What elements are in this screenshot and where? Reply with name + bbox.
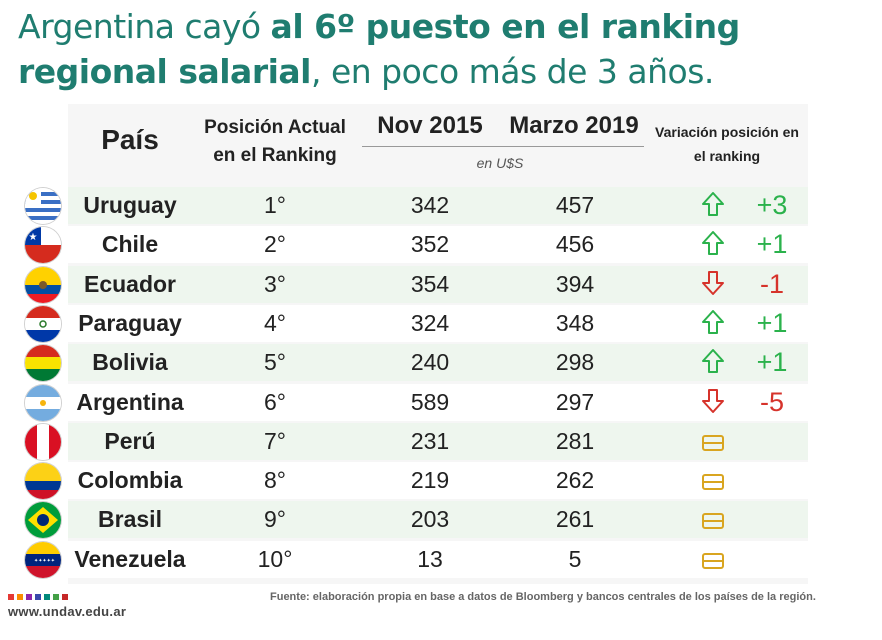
trend-equal-icon <box>690 540 736 579</box>
flag-colombia-icon <box>25 463 61 500</box>
row-background <box>68 344 808 382</box>
flag-brasil-icon <box>25 502 61 539</box>
cell-nov2015: 240 <box>410 349 450 376</box>
trend-equal-icon <box>690 422 736 461</box>
cell-nov2015: 231 <box>410 427 450 454</box>
cell-change: +1 <box>756 229 788 260</box>
row-background <box>68 540 808 578</box>
cell-change: -1 <box>759 268 784 299</box>
flag-uruguay-icon <box>25 188 61 224</box>
cell-change: -5 <box>759 386 784 417</box>
cell-country: Bolivia <box>92 349 168 376</box>
flag-ecuador-icon <box>25 266 61 303</box>
trend-up-icon <box>690 304 736 343</box>
logo-dots <box>8 587 71 605</box>
cell-position: 6° <box>264 388 286 415</box>
footer-source: Fuente: elaboración propia en base a dat… <box>270 591 816 603</box>
headline-part3: regional salarial <box>18 52 311 91</box>
cell-nov2015: 219 <box>410 467 450 494</box>
header-currency: en U$S <box>476 155 524 171</box>
trend-up-icon <box>690 343 736 382</box>
cell-position: 9° <box>264 506 286 533</box>
trend-up-icon <box>690 186 736 225</box>
cell-country: Ecuador <box>83 270 177 297</box>
headline: Argentina cayó al 6º puesto en el rankin… <box>18 4 868 94</box>
cell-mar2019: 262 <box>555 467 595 494</box>
row-background <box>68 304 808 342</box>
cell-position: 10° <box>257 545 293 572</box>
trend-up-icon <box>690 225 736 264</box>
cell-position: 7° <box>264 427 286 454</box>
cell-nov2015: 342 <box>410 192 450 218</box>
header-country: País <box>101 124 159 155</box>
header-position: Posición Actual en el Ranking <box>204 117 346 166</box>
cell-mar2019: 394 <box>555 270 595 297</box>
trend-down-icon <box>690 265 736 304</box>
cell-nov2015: 352 <box>410 231 450 258</box>
flag-venezuela-icon: ✦✦✦✦✦ <box>25 541 61 578</box>
header-nov2015: Nov 2015 <box>377 112 483 139</box>
flag-peru-icon <box>25 423 61 460</box>
cell-country: Chile <box>101 231 159 258</box>
row-background <box>68 462 808 500</box>
cell-country: Paraguay <box>78 309 182 336</box>
cell-country: Perú <box>104 427 156 454</box>
cell-mar2019: 297 <box>555 388 595 415</box>
cell-change <box>740 422 804 461</box>
header-variation: Variación posición en el ranking <box>655 124 799 164</box>
cell-position: 5° <box>264 349 286 376</box>
header-mar2019: Marzo 2019 <box>509 112 639 139</box>
cell-country: Argentina <box>76 388 184 415</box>
trend-down-icon <box>690 383 736 422</box>
svg-text:✦✦✦✦✦: ✦✦✦✦✦ <box>34 558 55 564</box>
cell-nov2015: 203 <box>410 506 450 533</box>
cell-position: 4° <box>264 309 286 336</box>
cell-position: 1° <box>264 192 286 218</box>
headline-part2: al 6º puesto en el ranking <box>270 7 741 46</box>
cell-country: Colombia <box>77 467 183 494</box>
cell-change: +1 <box>756 307 788 338</box>
cell-mar2019: 456 <box>555 231 595 258</box>
cell-nov2015: 324 <box>410 309 450 336</box>
cell-mar2019: 261 <box>555 506 595 533</box>
row-background <box>68 187 808 224</box>
trend-equal-icon <box>690 461 736 500</box>
svg-text:★: ★ <box>29 232 38 243</box>
cell-country: Uruguay <box>83 192 177 218</box>
row-background <box>68 226 808 264</box>
cell-nov2015: 589 <box>410 388 450 415</box>
cell-nov2015: 13 <box>417 545 443 572</box>
cell-change <box>740 540 804 579</box>
cell-mar2019: 281 <box>555 427 595 454</box>
cell-change: +1 <box>756 347 788 378</box>
flag-paraguay-icon <box>25 305 61 342</box>
cell-change <box>740 500 804 539</box>
cell-country: Brasil <box>98 506 162 533</box>
flag-bolivia-icon <box>25 345 61 382</box>
cell-nov2015: 354 <box>410 270 450 297</box>
headline-part1: Argentina cayó <box>18 7 271 46</box>
cell-mar2019: 5 <box>568 545 582 572</box>
cell-mar2019: 298 <box>555 349 595 376</box>
flag-chile-icon: ★ <box>25 227 61 264</box>
headline-part4: , en poco más de 3 años. <box>310 52 714 91</box>
row-background <box>68 383 808 421</box>
cell-mar2019: 348 <box>555 309 595 336</box>
cell-position: 3° <box>264 270 286 297</box>
cell-change: +3 <box>756 190 788 220</box>
flag-argentina-icon <box>25 384 61 421</box>
row-background <box>68 501 808 539</box>
header-divider <box>362 146 644 147</box>
cell-position: 8° <box>264 467 286 494</box>
cell-mar2019: 457 <box>555 192 595 218</box>
cell-position: 2° <box>264 231 286 258</box>
footer-url: www.undav.edu.ar <box>8 604 127 619</box>
trend-equal-icon <box>690 500 736 539</box>
row-background <box>68 422 808 460</box>
row-background <box>68 265 808 303</box>
cell-change <box>740 461 804 500</box>
cell-country: Venezuela <box>74 545 186 572</box>
